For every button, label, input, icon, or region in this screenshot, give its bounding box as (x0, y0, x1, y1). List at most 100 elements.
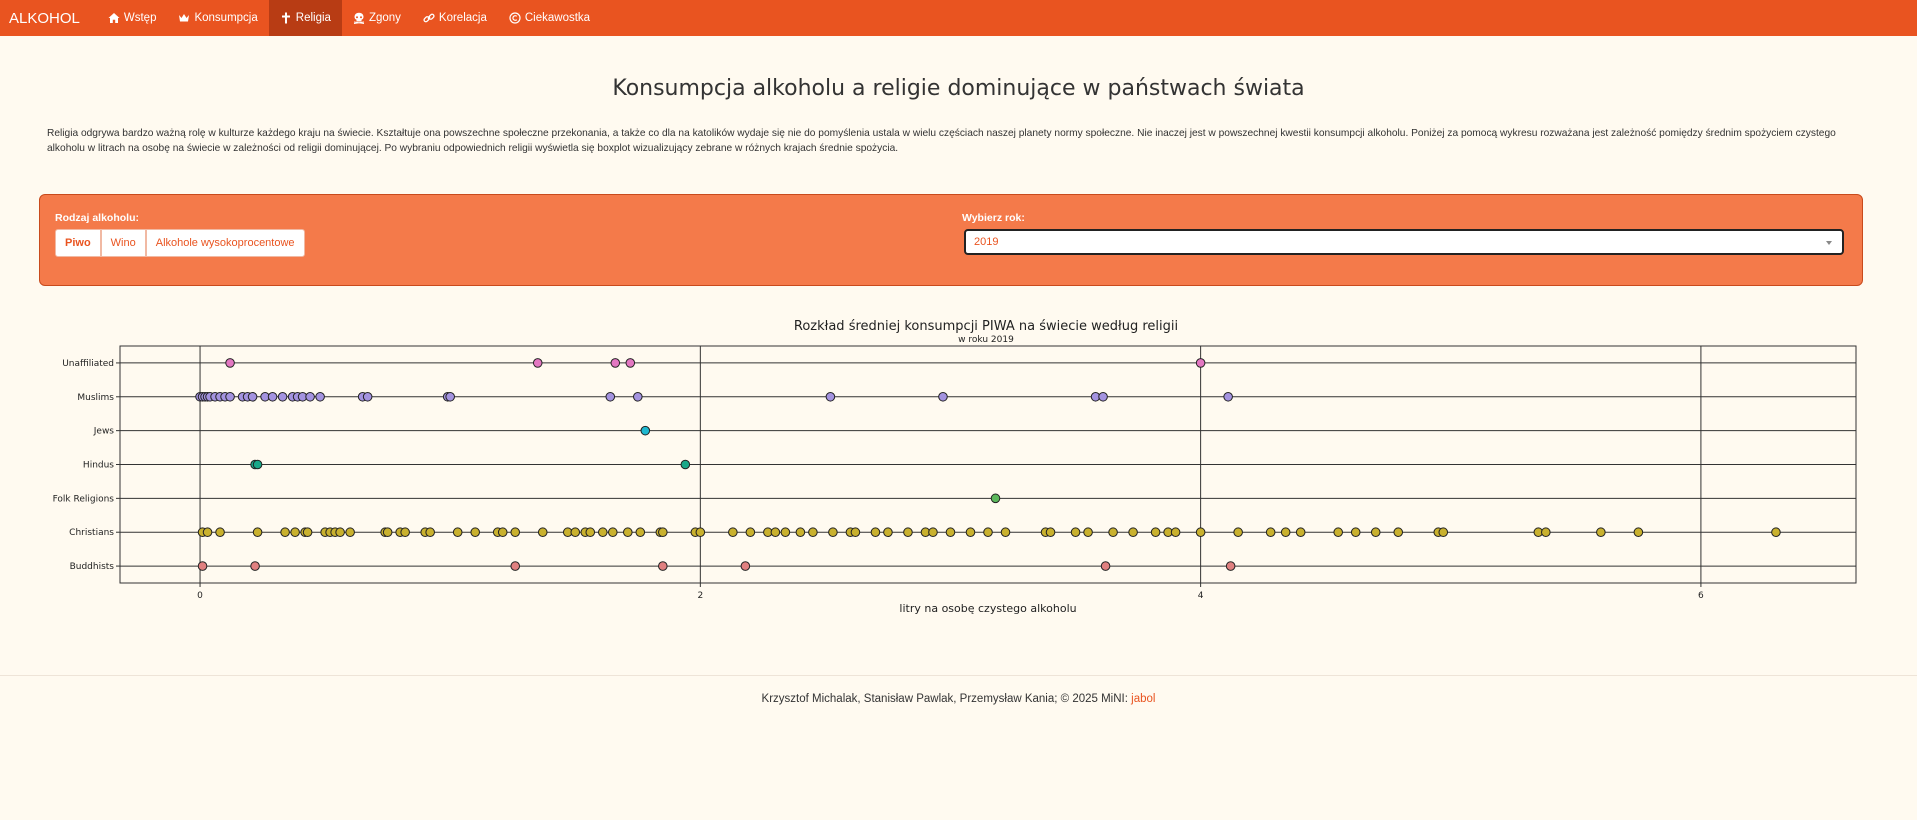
nav-item-wstep[interactable]: Wstęp (97, 0, 168, 36)
data-point (1150, 527, 1161, 538)
data-point (1098, 391, 1108, 402)
data-point (870, 527, 881, 538)
nav-item-label: Konsumpcja (194, 12, 258, 24)
data-point (983, 527, 993, 538)
data-point (215, 527, 225, 538)
x-tick-label: 4 (1198, 591, 1204, 601)
data-point (658, 561, 668, 571)
data-point (1195, 527, 1206, 538)
data-point (510, 527, 521, 538)
alcohol-type-buttons: Piwo Wino Alkohole wysokoprocentowe (55, 229, 305, 257)
data-point (632, 391, 643, 402)
data-point (277, 391, 288, 402)
x-tick-label: 2 (697, 591, 703, 601)
data-point (605, 391, 616, 402)
data-point (252, 527, 263, 538)
footer-link[interactable]: jabol (1131, 693, 1156, 705)
data-point (1350, 527, 1361, 538)
footer-divider (0, 675, 1917, 676)
data-point (362, 391, 373, 402)
data-point (808, 527, 818, 538)
data-point (1045, 527, 1056, 538)
nav-item-label: Religia (295, 12, 331, 24)
data-point (607, 527, 618, 538)
wino-button[interactable]: Wino (100, 229, 146, 257)
chart-title: Rozkład średniej konsumpcji PIWA na świe… (794, 319, 1178, 334)
data-point (1000, 527, 1011, 538)
data-point (382, 527, 393, 538)
y-tick-label: Unaffiliated (62, 359, 114, 369)
data-point (302, 527, 313, 538)
data-point (1170, 527, 1181, 538)
data-point (570, 527, 581, 538)
x-tick-label: 6 (1698, 591, 1704, 601)
data-point (537, 527, 548, 538)
data-point (345, 527, 355, 538)
nav-item-religia[interactable]: Religia (268, 0, 342, 36)
data-point (1100, 561, 1111, 571)
nav-item-ciekawostka[interactable]: Ciekawostka (498, 0, 601, 36)
data-point (610, 358, 621, 368)
piwo-button[interactable]: Piwo (55, 229, 101, 257)
data-point (1070, 527, 1081, 538)
nav-item-zgony[interactable]: Zgony (342, 0, 412, 36)
x-axis-label: litry na osobę czystego alkoholu (899, 602, 1076, 615)
y-tick-label: Buddhists (70, 562, 115, 572)
control-panel: Rodzaj alkoholu: Piwo Wino Alkohole wyso… (39, 194, 1863, 286)
data-point (597, 527, 608, 538)
data-point (728, 527, 738, 538)
data-point (625, 358, 636, 368)
data-point (795, 527, 806, 538)
brand-logo[interactable]: ALKOHOL (9, 9, 80, 27)
data-point (225, 391, 235, 402)
year-select-value: 2019 (974, 236, 999, 248)
data-point (635, 527, 646, 538)
x-tick-label: 0 (197, 591, 203, 601)
data-point (280, 527, 290, 538)
data-point (225, 358, 235, 368)
data-point (1541, 527, 1551, 538)
data-point (640, 425, 651, 436)
data-point (695, 527, 706, 538)
nav-item-korelacja[interactable]: Korelacja (412, 0, 498, 36)
data-point (945, 527, 956, 538)
data-point (290, 527, 300, 538)
spirits-button[interactable]: Alkohole wysokoprocentowe (145, 229, 305, 257)
data-point (1393, 527, 1404, 538)
skull-icon (353, 12, 365, 24)
data-point (510, 561, 521, 571)
data-point (1333, 527, 1344, 538)
data-point (1223, 391, 1233, 402)
intro-text: Religia odgrywa bardzo ważną rolę w kult… (47, 128, 1836, 154)
data-point (452, 527, 463, 538)
data-point (585, 527, 596, 538)
data-point (497, 527, 508, 538)
chart-subtitle: w roku 2019 (958, 335, 1014, 345)
data-point (1233, 527, 1243, 538)
nav-item-konsumpcja[interactable]: Konsumpcja (167, 0, 268, 36)
data-point (425, 527, 435, 538)
link-icon (423, 13, 435, 23)
data-point (990, 493, 1001, 504)
data-point (1295, 527, 1306, 538)
data-point (1633, 527, 1644, 538)
copyright-icon (509, 12, 521, 24)
page-title: Konsumpcja alkoholu a religie dominujące… (612, 76, 1305, 101)
data-point (1370, 527, 1381, 538)
data-point (680, 459, 691, 470)
data-point (1596, 527, 1606, 538)
data-point (445, 391, 455, 402)
year-select[interactable]: 2019 (964, 229, 1844, 255)
y-tick-label: Muslims (77, 393, 114, 403)
nav-item-label: Ciekawostka (524, 12, 591, 24)
data-point (828, 527, 838, 538)
data-point (770, 527, 781, 538)
data-point (938, 391, 948, 402)
plot-area: 0 2 4 6 Unaffiliated Muslims Jews Hindus Folk Re… (53, 345, 1857, 601)
data-point (247, 391, 258, 402)
home-icon (108, 13, 120, 23)
data-point (252, 459, 263, 470)
data-point (1083, 527, 1093, 538)
data-point (470, 527, 481, 538)
year-label: Wybierz rok: (962, 212, 1025, 224)
